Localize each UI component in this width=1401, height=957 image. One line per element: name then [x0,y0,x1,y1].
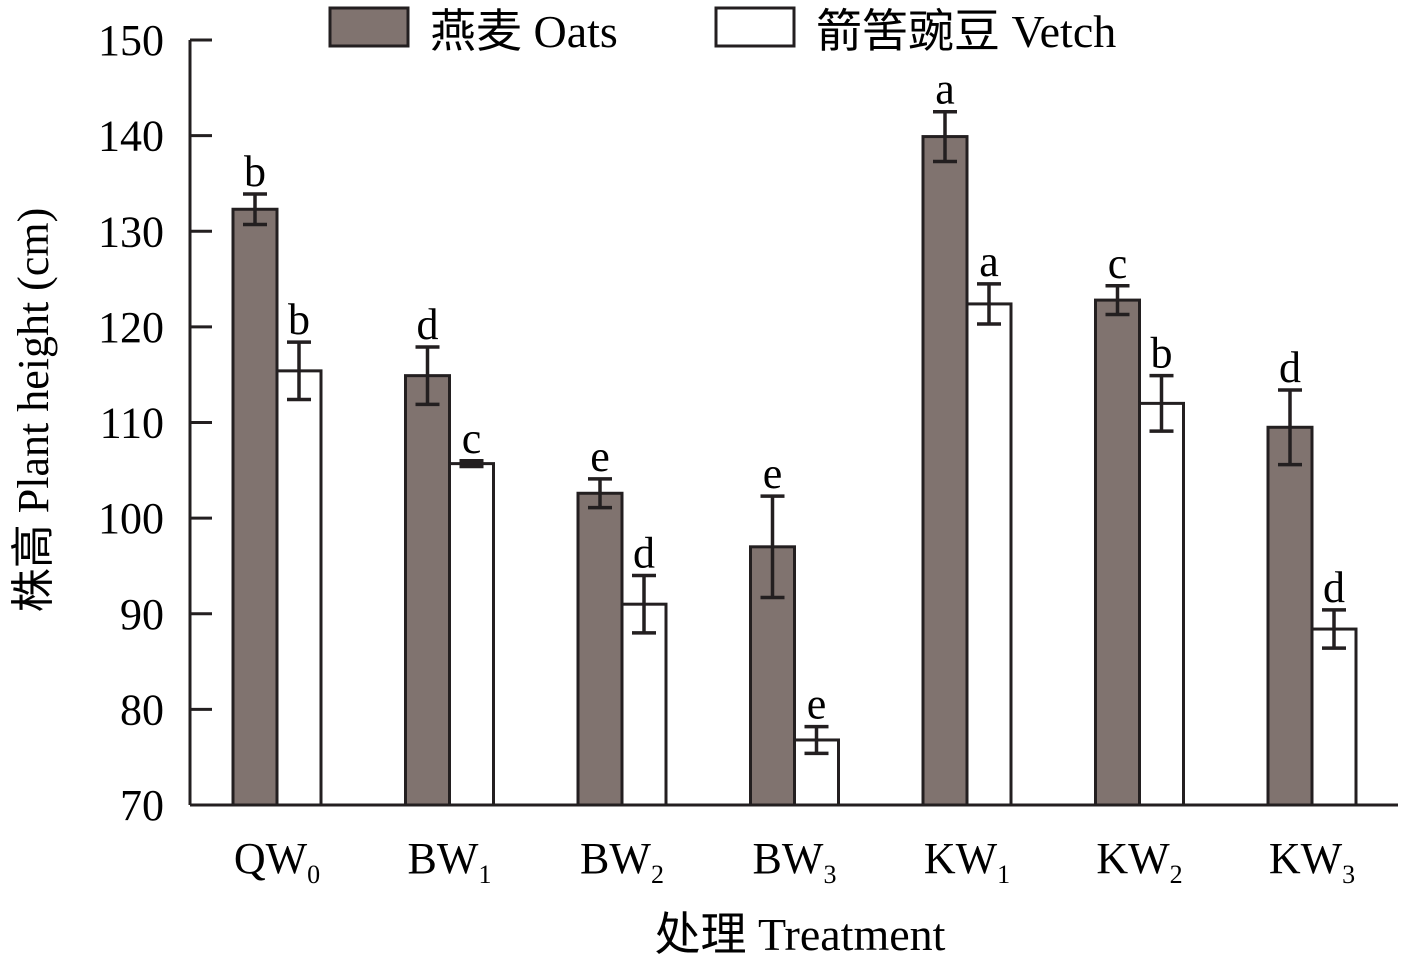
significance-letter: c [1108,239,1128,288]
x-tick-label: KW1 [924,834,1010,889]
significance-letter: e [590,432,610,481]
significance-letter: b [288,295,310,344]
bar-oats [576,491,624,807]
significance-letter: c [462,414,482,463]
bar-oats [404,374,451,807]
significance-letter: e [763,449,783,498]
legend-label-vetch: 箭筈豌豆 Vetch [816,6,1116,57]
x-tick-label: QW0 [234,834,320,889]
y-tick-label: 90 [120,590,164,639]
significance-letter: a [935,65,955,114]
bar-oats [921,135,969,807]
y-tick-label: 120 [98,303,164,352]
bar-vetch [275,369,323,807]
legend-swatch-oats [328,6,410,48]
bar-vetch [448,462,495,807]
x-axis-label: 处理 Treatment [655,909,946,957]
x-tick-label: KW3 [1269,834,1355,889]
legend: 燕麦 Oats 箭筈豌豆 Vetch [328,6,1116,57]
significance-letter: b [1151,329,1173,378]
x-tick-label: BW1 [408,834,492,889]
x-tick-label: KW2 [1096,834,1182,889]
significance-letter: a [979,237,999,286]
significance-letter: d [633,529,655,578]
x-axis: QW0 BW1 BW2 BW3 KW1 KW2 KW3 [190,803,1398,889]
x-tick-label: BW2 [580,834,664,889]
y-tick-label: 80 [120,685,164,734]
significance-letter: d [1323,563,1345,612]
significance-letter: b [244,147,266,196]
y-axis: 70 80 90 100 110 120 130 140 150 [98,16,212,830]
bar-vetch [1138,401,1185,807]
y-tick-label: 130 [98,207,164,256]
bar-vetch [965,302,1013,807]
y-axis-label: 株高 Plant height (cm) [9,208,58,613]
bar-oats [1094,298,1141,807]
y-tick-label: 100 [98,494,164,543]
bar-oats [1266,425,1314,807]
significance-letter: d [1279,343,1301,392]
significance-letter: e [807,680,827,729]
legend-label-oats: 燕麦 Oats [430,6,618,57]
x-tick-label: BW3 [753,834,837,889]
bar-oats [231,207,279,807]
y-tick-label: 140 [98,112,164,161]
bar-vetch [1310,627,1358,807]
legend-swatch-vetch [714,6,796,48]
y-tick-label: 110 [100,399,164,448]
y-tick-label: 70 [120,781,164,830]
y-tick-label: 150 [98,16,164,65]
significance-letter: d [417,300,439,349]
